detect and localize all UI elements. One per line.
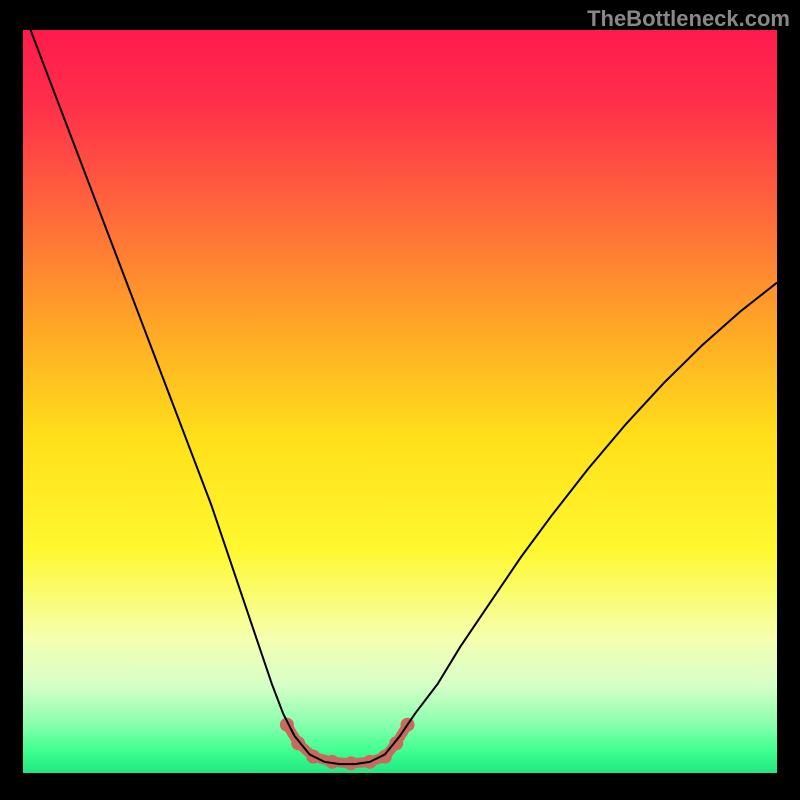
sweet-spot-marker <box>291 736 305 750</box>
plot-background <box>23 30 777 773</box>
watermark-text: TheBottleneck.com <box>587 6 790 32</box>
bottleneck-chart <box>0 0 800 800</box>
sweet-spot-marker <box>389 736 403 750</box>
